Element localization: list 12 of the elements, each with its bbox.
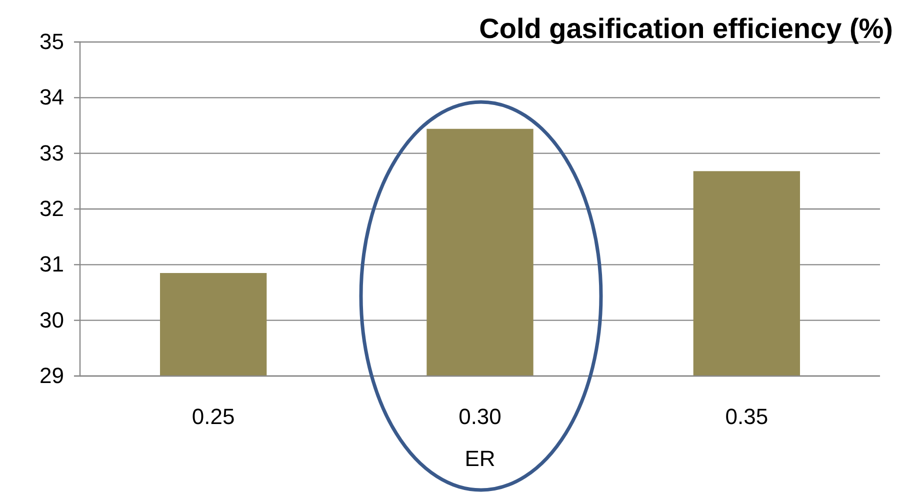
y-tick-label: 34 [40,84,64,110]
x-tick-label: 0.30 [458,404,502,429]
y-tick-label: 29 [40,363,64,388]
y-tick-label: 31 [40,252,64,277]
y-tick-label: 30 [40,307,64,332]
x-tick-label: 0.25 [192,404,235,429]
x-tick-label: 0.35 [725,404,768,429]
y-tick-label: 33 [40,140,64,166]
y-tick-label: 32 [40,196,64,222]
y-tick-label: 35 [40,29,64,54]
x-axis-title: ER [464,446,496,471]
chart-title: Cold gasification efficiency (%) [479,13,893,44]
